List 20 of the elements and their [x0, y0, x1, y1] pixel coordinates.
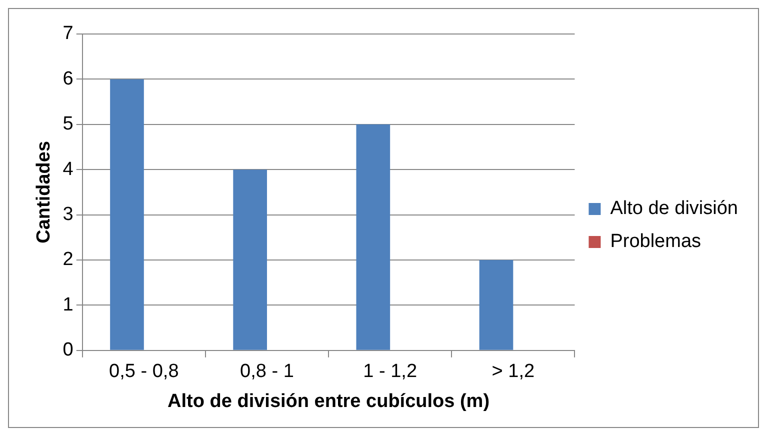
y-tick-label: 3 [62, 204, 74, 226]
y-axis-title: Cantidades [34, 140, 55, 244]
x-tick-label: 0,5 - 0,8 [109, 361, 179, 382]
y-tick-label: 5 [62, 114, 74, 135]
bar [356, 124, 390, 350]
y-tick-label: 6 [62, 68, 74, 90]
y-tick-label: 4 [62, 158, 74, 180]
legend-label: Alto de división [610, 198, 738, 220]
x-tick-label: 1 - 1,2 [363, 361, 418, 382]
bar [479, 260, 514, 350]
y-tick-label: 1 [62, 294, 74, 316]
x-tick-label: > 1,2 [492, 361, 535, 382]
y-tick-label: 2 [62, 249, 74, 270]
bar [233, 170, 267, 350]
x-axis-title: Alto de división entre cubículos (m) [168, 390, 490, 412]
legend-label: Problemas [610, 231, 702, 252]
bar [110, 79, 144, 350]
y-tick-label: 7 [62, 23, 74, 44]
y-tick-label: 0 [62, 340, 74, 361]
x-tick-label: 0,8 - 1 [240, 361, 294, 382]
